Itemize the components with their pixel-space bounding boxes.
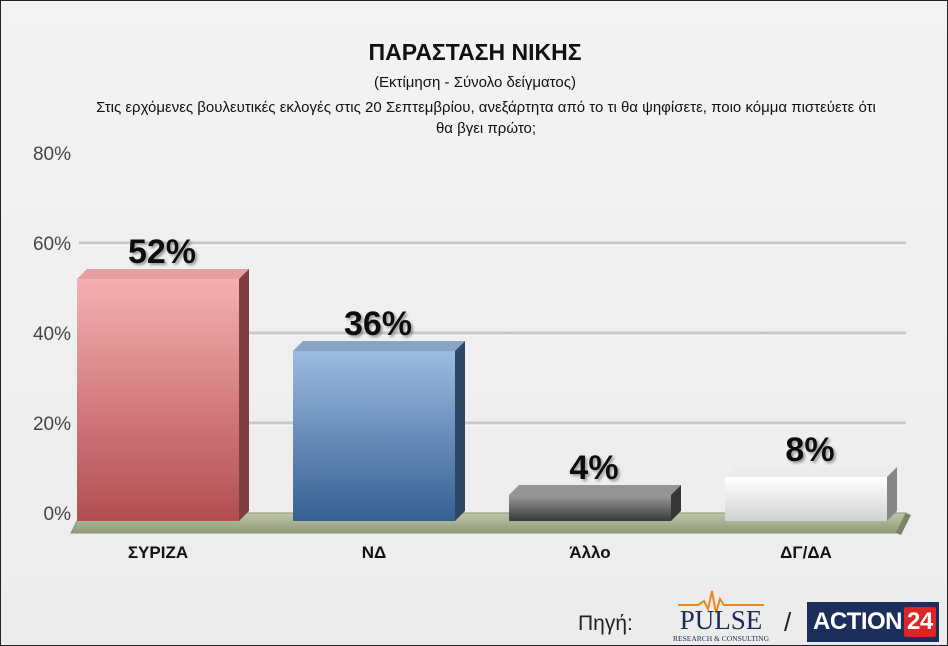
bar-top: [509, 485, 681, 495]
labels: 52% ΣΥΡΙΖΑ 36% ΝΔ 4% Άλλο 8% ΔΓ/ΔΑ: [128, 233, 835, 562]
pulse-logo: PULSE RESEARCH & CONSULTING: [673, 590, 770, 643]
chart-subtitle: (Εκτίμηση - Σύνολο δείγματος): [374, 74, 576, 91]
bar-side: [671, 485, 681, 521]
x-category-label: ΔΓ/ΔΑ: [780, 543, 832, 562]
separator: /: [784, 607, 792, 637]
source-label: Πηγή:: [578, 612, 633, 635]
bar-side: [239, 269, 249, 521]
bar: [509, 495, 671, 521]
y-axis: 0% 20% 40% 60% 80%: [33, 144, 71, 525]
x-category-label: Άλλο: [569, 543, 610, 562]
pulse-wordmark: PULSE: [680, 605, 763, 635]
data-label: 36%: [344, 305, 412, 343]
y-tick-label: 40%: [33, 324, 71, 345]
action-text: ACTION: [813, 608, 903, 635]
bar-top: [77, 269, 249, 279]
bar-side: [887, 467, 897, 521]
x-category-label: ΝΔ: [362, 543, 387, 562]
pulse-tagline: RESEARCH & CONSULTING: [673, 634, 770, 643]
bar-top: [725, 467, 897, 477]
survey-question: Στις ερχόμενες βουλευτικές εκλογές στις …: [96, 99, 876, 137]
x-category-label: ΣΥΡΙΖΑ: [128, 543, 188, 562]
floor-edge: [896, 513, 911, 535]
bar: [293, 351, 455, 521]
data-label: 52%: [128, 233, 196, 271]
y-tick-label: 80%: [33, 144, 71, 165]
bar-top: [293, 341, 465, 351]
y-tick-label: 20%: [33, 414, 71, 435]
y-tick-label: 60%: [33, 234, 71, 255]
bar: [725, 477, 887, 521]
data-label: 4%: [569, 449, 618, 487]
y-tick-label: 0%: [44, 504, 72, 525]
bar-side: [455, 341, 465, 521]
data-label: 8%: [785, 431, 834, 469]
bars: [77, 269, 897, 521]
chart-title: ΠΑΡΑΣΤΑΣΗ ΝΙΚΗΣ: [368, 39, 582, 65]
bar: [77, 279, 239, 521]
action-num: 24: [904, 607, 936, 637]
action24-logo: ACTION 24: [807, 602, 939, 642]
